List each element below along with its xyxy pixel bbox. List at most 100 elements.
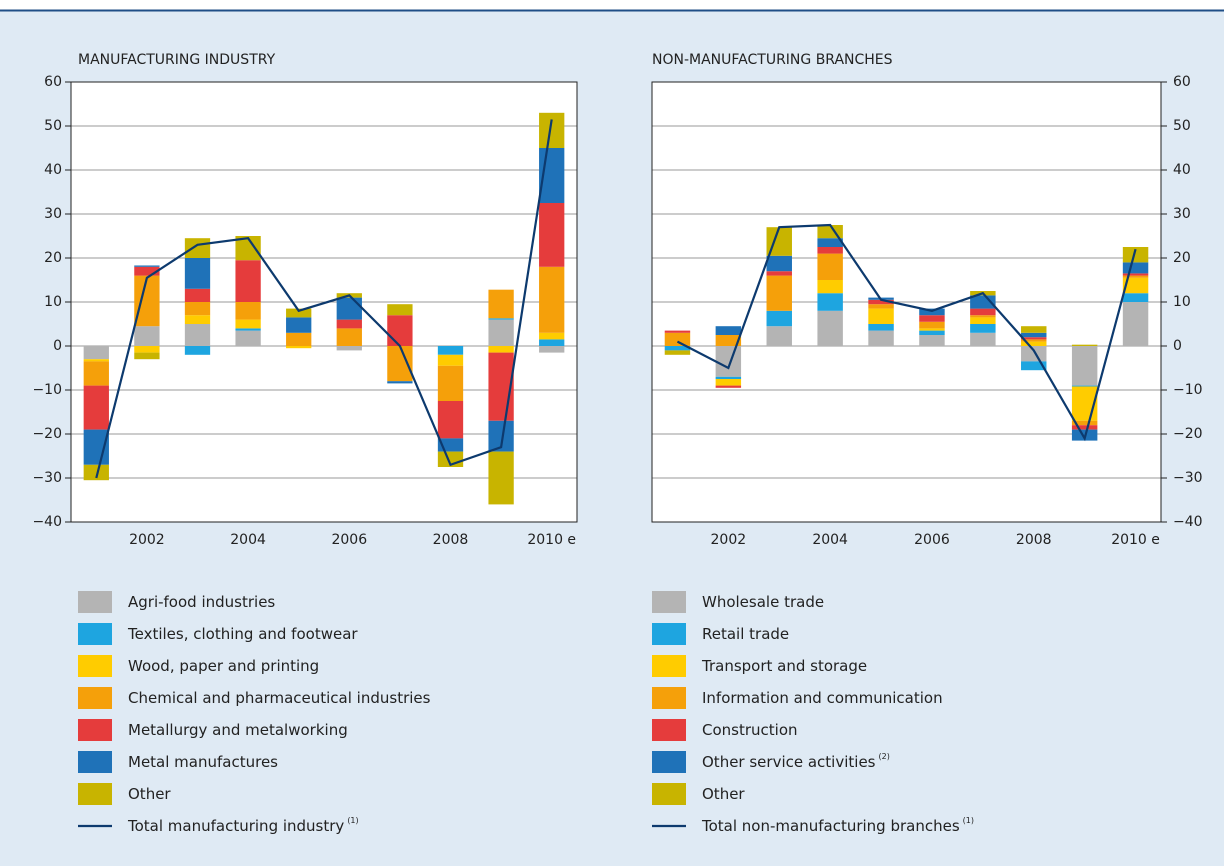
bar-segment [488, 346, 514, 353]
bar-segment [868, 324, 894, 331]
y-tick-label: −40 [32, 514, 62, 530]
bar-segment [539, 346, 565, 353]
bar-segment [970, 317, 996, 324]
bar-segment [286, 317, 312, 333]
bar-segment [715, 385, 742, 388]
bar-segment [539, 203, 565, 267]
bar-segment [766, 310, 792, 327]
legend-name: Wholesale trade [702, 593, 824, 611]
legend-name: Total manufacturing industry [127, 817, 344, 835]
bar-segment [1021, 361, 1047, 371]
bar-segment [184, 346, 211, 355]
bar-segment [539, 339, 565, 346]
bar-segment [664, 346, 691, 351]
y-tick-label: −30 [1173, 470, 1203, 486]
bar-segment [286, 332, 312, 346]
x-tick-label: 2010 e [1111, 532, 1160, 548]
bar-segment [664, 330, 691, 333]
bar-segment [970, 315, 996, 318]
x-tick-label: 2006 [331, 532, 367, 548]
bar-segment [488, 319, 514, 346]
y-tick-label: 60 [44, 74, 62, 90]
bar-segment [817, 310, 843, 346]
y-tick-label: 0 [53, 338, 62, 354]
bar-segment [817, 293, 843, 311]
bar-segment [1021, 337, 1047, 340]
legend-swatch [78, 751, 112, 773]
legend-label: Chemical and pharmaceutical industries [128, 689, 431, 707]
bar-segment [336, 319, 362, 329]
bar-segment [919, 315, 945, 322]
legend-label: Total non-manufacturing branches (1) [701, 816, 974, 835]
bar-segment [868, 304, 894, 309]
bar-segment [387, 304, 413, 316]
bar-segment [1122, 273, 1149, 276]
bar-segment [437, 401, 464, 439]
bar-segment [387, 346, 413, 382]
y-tick-label: 20 [44, 250, 62, 266]
bar-segment [766, 271, 792, 276]
x-tick-label: 2002 [129, 532, 165, 548]
bar-segment [184, 288, 211, 302]
bar-segment [336, 328, 362, 346]
bar-segment [1122, 277, 1149, 294]
legend-label: Total manufacturing industry (1) [127, 816, 359, 835]
plot-frame [651, 81, 1162, 523]
bar-segment [970, 308, 996, 316]
bar-segment [134, 326, 160, 346]
bar-segment [970, 332, 996, 346]
bar-segment [83, 359, 109, 362]
bar-segment [134, 266, 160, 276]
bar-segment [437, 365, 464, 401]
legend-name: Other [128, 785, 171, 803]
legend-swatch [652, 751, 686, 773]
bar-segment [83, 346, 109, 360]
x-tick-label: 2002 [711, 532, 747, 548]
legend-label: Wood, paper and printing [128, 657, 319, 675]
bar-segment [235, 328, 261, 331]
x-tick-label: 2004 [230, 532, 266, 548]
bar-segment [1021, 332, 1047, 338]
bar-segment [664, 332, 691, 346]
legend-footnote: (2) [878, 752, 889, 761]
bar-segment [817, 253, 843, 280]
legend-swatch [78, 623, 112, 645]
y-tick-label: 40 [1173, 162, 1191, 178]
legend-label: Agri-food industries [128, 593, 275, 611]
bar-segment [134, 275, 160, 327]
bar-segment [1021, 339, 1047, 342]
legend-name: Construction [702, 721, 798, 739]
bar-segment [664, 350, 691, 355]
legend-label: Retail trade [702, 625, 789, 643]
bar-segment [286, 346, 312, 349]
bar-segment [235, 302, 261, 320]
bar-segment [539, 332, 565, 340]
bar-segment [715, 346, 742, 377]
y-tick-label: 40 [44, 162, 62, 178]
legend-name: Metal manufactures [128, 753, 278, 771]
bar-segment [715, 379, 742, 386]
bar-segment [1021, 346, 1047, 362]
chart-title: NON-MANUFACTURING BRANCHES [652, 52, 893, 68]
bar-segment [235, 319, 261, 329]
legend-name: Chemical and pharmaceutical industries [128, 689, 431, 707]
bar-segment [134, 265, 160, 267]
bar-segment [919, 328, 945, 331]
legend-label: Construction [702, 721, 798, 739]
legend-swatch [652, 623, 686, 645]
bar-segment [437, 354, 464, 366]
bar-segment [868, 299, 894, 305]
bar-segment [539, 266, 565, 333]
legend-name: Other service activities [702, 753, 876, 771]
bar-segment [184, 258, 211, 289]
bar-segment [184, 302, 211, 316]
legend-name: Other [702, 785, 745, 803]
bar-segment [766, 255, 792, 272]
y-tick-label: 50 [1173, 118, 1191, 134]
bar-segment [715, 326, 742, 335]
bar-segment [817, 238, 843, 247]
legend-swatch [78, 655, 112, 677]
legend-label: Other [702, 785, 745, 803]
plot-frame [70, 81, 578, 523]
